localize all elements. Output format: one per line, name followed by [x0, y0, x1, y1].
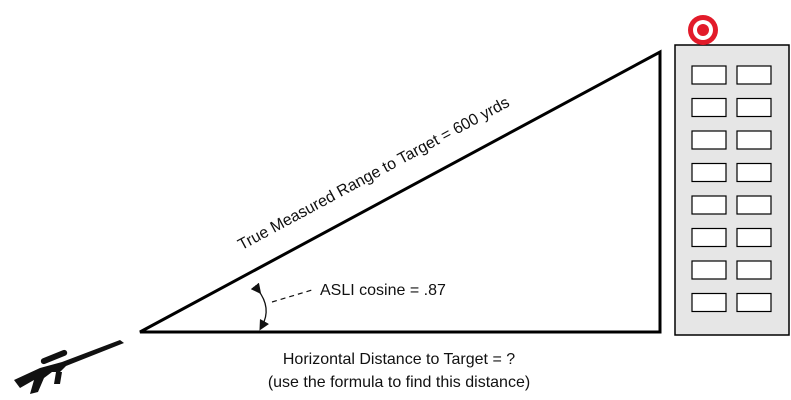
horizontal-label: Horizontal Distance to Target = ? [283, 351, 515, 368]
window [736, 292, 772, 313]
window [691, 260, 727, 280]
range-label: True Measured Range to Target = 600 yrds [235, 94, 512, 254]
triangle [139, 49, 662, 334]
window [691, 292, 727, 313]
window [736, 130, 772, 150]
window [691, 130, 727, 150]
window [691, 97, 727, 118]
rifle [14, 340, 124, 394]
formula-note: (use the formula to find this distance) [268, 374, 530, 391]
angle-arc [250, 282, 270, 331]
window [691, 195, 727, 215]
target [688, 15, 718, 45]
window [736, 227, 772, 248]
window [691, 227, 727, 248]
angle-label: ASLI cosine = .87 [320, 282, 446, 299]
window [736, 65, 772, 85]
window [736, 162, 772, 183]
window [736, 97, 772, 118]
building [674, 44, 790, 336]
window [691, 65, 727, 85]
window [736, 195, 772, 215]
window [736, 260, 772, 280]
window [691, 162, 727, 183]
leader-line [271, 289, 313, 303]
